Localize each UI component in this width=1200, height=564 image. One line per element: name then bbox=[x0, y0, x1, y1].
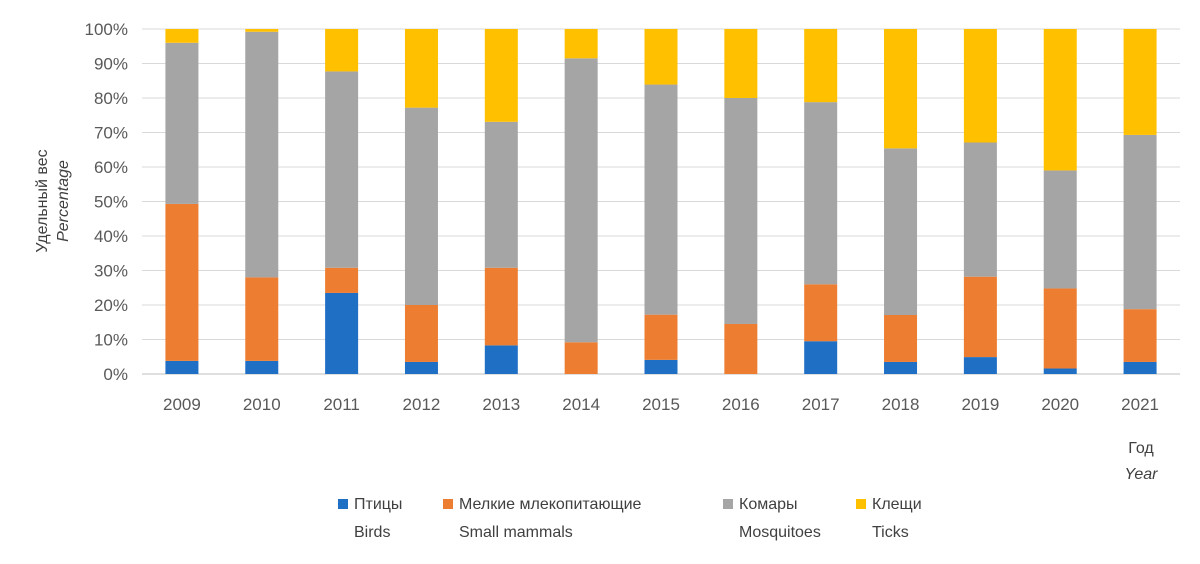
bar-segment bbox=[1123, 361, 1157, 374]
bar-segment bbox=[564, 342, 598, 374]
bar-segment bbox=[884, 315, 918, 362]
legend-label-en: Birds bbox=[354, 524, 390, 541]
x-tick-label: 2018 bbox=[882, 395, 920, 414]
bar-segment bbox=[963, 357, 997, 374]
x-axis-title-en: Year bbox=[1125, 466, 1159, 483]
y-axis-title: Удельный вес bbox=[34, 149, 51, 252]
x-tick-label: 2011 bbox=[323, 395, 360, 414]
y-tick-label: 100% bbox=[85, 20, 128, 39]
bar-segment bbox=[1123, 134, 1157, 310]
x-tick-label: 2015 bbox=[642, 395, 680, 414]
bar-segment bbox=[484, 121, 518, 268]
y-tick-label: 30% bbox=[94, 262, 128, 281]
y-tick-label: 60% bbox=[94, 158, 128, 177]
bar-segment bbox=[245, 360, 279, 374]
bar-segment bbox=[884, 361, 918, 374]
bar-segment bbox=[1043, 29, 1077, 171]
bar-segment bbox=[245, 31, 279, 278]
legend-label: Клещи bbox=[872, 496, 922, 513]
legend-label-en: Small mammals bbox=[459, 524, 573, 541]
bar-segment bbox=[325, 292, 359, 374]
y-tick-label: 50% bbox=[94, 193, 128, 212]
bar-segment bbox=[404, 361, 438, 374]
x-tick-label: 2021 bbox=[1121, 395, 1159, 414]
legend-label: Птицы bbox=[354, 496, 402, 513]
x-axis-title: Год bbox=[1128, 440, 1154, 457]
bar-segment bbox=[325, 71, 359, 268]
bar-segment bbox=[804, 102, 838, 285]
legend-label-en: Mosquitoes bbox=[739, 524, 821, 541]
x-tick-label: 2010 bbox=[243, 395, 281, 414]
legend-swatch bbox=[443, 499, 453, 509]
x-tick-label: 2020 bbox=[1041, 395, 1079, 414]
bar-segment bbox=[724, 98, 758, 324]
bar-segment bbox=[564, 29, 598, 59]
bar-segment bbox=[644, 359, 678, 374]
legend-label: Комары bbox=[739, 496, 798, 513]
bar-segment bbox=[963, 276, 997, 358]
legend-label-en: Ticks bbox=[872, 524, 909, 541]
bar-segment bbox=[484, 29, 518, 122]
legend-swatch bbox=[856, 499, 866, 509]
y-tick-label: 0% bbox=[103, 365, 128, 384]
bar-segment bbox=[165, 29, 199, 43]
bar-segment bbox=[165, 203, 199, 361]
bar-segment bbox=[1043, 170, 1077, 289]
bar-segment bbox=[884, 29, 918, 149]
x-tick-label: 2016 bbox=[722, 395, 760, 414]
bar-segment bbox=[245, 277, 279, 361]
bar-segment bbox=[404, 305, 438, 362]
bar-segment bbox=[484, 267, 518, 346]
y-tick-labels: 0% 10% 20% 30% 40% 50% 60% 70% 80% 90% 100% bbox=[85, 20, 128, 384]
x-tick-label: 2019 bbox=[961, 395, 999, 414]
y-axis-title-en: Percentage bbox=[55, 160, 72, 242]
bar-segment bbox=[404, 29, 438, 108]
bar-segment bbox=[325, 29, 359, 72]
legend-swatch bbox=[723, 499, 733, 509]
bar-segment bbox=[644, 84, 678, 315]
y-tick-label: 40% bbox=[94, 227, 128, 246]
bar-segment bbox=[404, 107, 438, 305]
bar-segment bbox=[724, 323, 758, 374]
bar-segment bbox=[325, 267, 359, 293]
bar-segment bbox=[1123, 309, 1157, 362]
bar-segment bbox=[165, 42, 199, 204]
bar-segment bbox=[644, 29, 678, 85]
y-tick-label: 70% bbox=[94, 124, 128, 143]
bar-segment bbox=[804, 284, 838, 342]
bar-segment bbox=[804, 29, 838, 103]
bar-segment bbox=[484, 345, 518, 374]
bar-segment bbox=[724, 29, 758, 98]
x-tick-label: 2013 bbox=[482, 395, 520, 414]
x-tick-label: 2014 bbox=[562, 395, 600, 414]
bar-segment bbox=[804, 341, 838, 374]
bar-segment bbox=[564, 58, 598, 343]
y-tick-label: 20% bbox=[94, 296, 128, 315]
y-tick-label: 80% bbox=[94, 89, 128, 108]
y-tick-label: 90% bbox=[94, 55, 128, 74]
bars bbox=[165, 29, 1157, 374]
x-tick-label: 2017 bbox=[802, 395, 840, 414]
x-tick-labels: 2009 2010 2011 2012 2013 2014 2015 2016 2017 2018… bbox=[163, 395, 1159, 414]
bar-segment bbox=[1043, 368, 1077, 374]
bar-segment bbox=[963, 142, 997, 277]
legend: Птицы Birds Мелкие млекопитающие Small mamm… bbox=[338, 496, 922, 541]
bar-segment bbox=[884, 148, 918, 316]
legend-swatch bbox=[338, 499, 348, 509]
bar-segment bbox=[1123, 29, 1157, 135]
y-tick-label: 10% bbox=[94, 331, 128, 350]
bar-segment bbox=[1043, 288, 1077, 369]
bar-segment bbox=[963, 29, 997, 143]
x-tick-label: 2009 bbox=[163, 395, 201, 414]
bar-segment bbox=[245, 29, 279, 32]
bar-segment bbox=[644, 314, 678, 360]
bar-segment bbox=[165, 360, 199, 374]
legend-label: Мелкие млекопитающие bbox=[459, 496, 642, 513]
x-tick-label: 2012 bbox=[403, 395, 441, 414]
